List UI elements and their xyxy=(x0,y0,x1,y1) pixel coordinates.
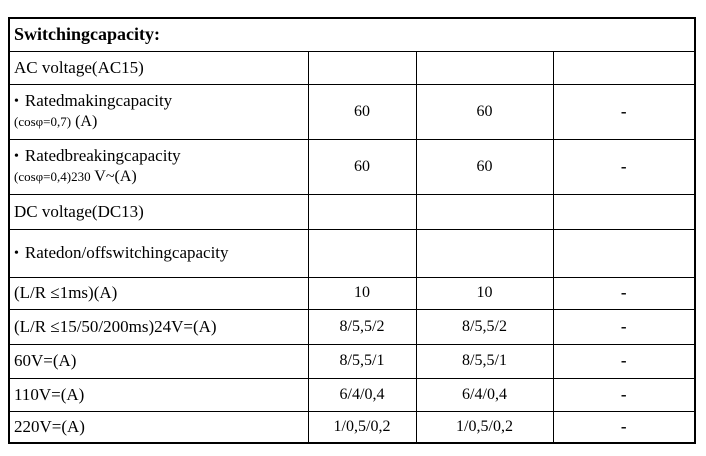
row-label: 60V=(A) xyxy=(14,350,307,371)
row-label: (L/R ≤1ms)(A) xyxy=(14,282,307,303)
value-cell: 8/5,5/2 xyxy=(415,308,554,345)
table-row: • Ratedon/offswitchingcapacity xyxy=(8,228,696,278)
row-label-text: (L/R ≤1ms)(A) xyxy=(14,283,118,303)
row-label-text: Ratedmakingcapacity xyxy=(24,91,173,111)
row-label-cell: • Ratedmakingcapacity (cosφ=0,7) (A) xyxy=(8,83,309,140)
row-sublabel-condition: (cosφ=0,7) xyxy=(14,113,72,129)
value-cell: 60 xyxy=(307,138,417,195)
table-row: • Ratedbreakingcapacity (cosφ=0,4)230 V~(A… xyxy=(8,138,696,195)
row-label-cell: AC voltage(AC15) xyxy=(8,50,309,85)
table-row: 60V=(A) 8/5,5/1 8/5,5/1- xyxy=(8,343,696,379)
bullet-icon: • xyxy=(14,94,19,110)
value-cell-empty xyxy=(307,228,417,278)
value-cell: 60 xyxy=(307,83,417,140)
row-label: (L/R ≤15/50/200ms)24V=(A) xyxy=(14,316,307,337)
bullet-icon: • xyxy=(14,246,19,262)
table-row: AC voltage(AC15) xyxy=(8,50,696,85)
row-label: • Ratedon/offswitchingcapacity xyxy=(14,242,307,263)
row-label-cell: (L/R ≤1ms)(A) xyxy=(8,276,309,310)
value-cell-empty xyxy=(552,193,696,230)
value-cell: 60 xyxy=(415,83,554,140)
table-row: • Ratedmakingcapacity (cosφ=0,7) (A) 60 60- xyxy=(8,83,696,140)
value-cell: 60 xyxy=(415,138,554,195)
row-label: 110V=(A) xyxy=(14,384,307,405)
row-label: DC voltage(DC13) xyxy=(14,201,307,222)
value-cell-empty xyxy=(307,193,417,230)
value-cell: - xyxy=(552,138,696,195)
table-title: Switchingcapacity: xyxy=(8,17,696,52)
row-label-text: (L/R ≤15/50/200ms)24V=(A) xyxy=(14,316,217,336)
row-label-text: DC voltage(DC13) xyxy=(14,201,144,221)
value-cell-empty xyxy=(415,193,554,230)
value-cell: 6/4/0,4 xyxy=(415,377,554,412)
row-label-cell: DC voltage(DC13) xyxy=(8,193,309,230)
value-cell: 1/0,5/0,2 xyxy=(307,410,417,444)
value-cell: 1/0,5/0,2 xyxy=(415,410,554,444)
row-label-cell: • Ratedon/offswitchingcapacity xyxy=(8,228,309,278)
value-cell-empty xyxy=(552,228,696,278)
value-cell: 8/5,5/1 xyxy=(415,343,554,379)
row-label-text: AC voltage(AC15) xyxy=(14,57,144,77)
row-sublabel-condition: (cosφ=0,4)230 xyxy=(14,168,91,184)
value-cell: 10 xyxy=(415,276,554,310)
row-label-cell: • Ratedbreakingcapacity (cosφ=0,4)230 V~(A… xyxy=(8,138,309,195)
table-row: (L/R ≤15/50/200ms)24V=(A) 8/5,5/2 8/5,5/2- xyxy=(8,308,696,345)
row-label: AC voltage(AC15) xyxy=(14,57,307,78)
row-label-cell: 60V=(A) xyxy=(8,343,309,379)
value-cell: - xyxy=(552,343,696,379)
row-label-cell: (L/R ≤15/50/200ms)24V=(A) xyxy=(8,308,309,345)
row-label-cell: 220V=(A) xyxy=(8,410,309,444)
table-title-row: Switchingcapacity: xyxy=(8,17,696,52)
row-label-text: Ratedbreakingcapacity xyxy=(24,146,181,166)
table-row: 220V=(A) 1/0,5/0,2 1/0,5/0,2- xyxy=(8,410,696,444)
row-label: • Ratedbreakingcapacity xyxy=(14,145,307,166)
value-cell: 10 xyxy=(307,276,417,310)
row-sublabel-unit: (A) xyxy=(71,112,98,130)
table-row: 110V=(A) 6/4/0,4 6/4/0,4- xyxy=(8,377,696,412)
table-row: (L/R ≤1ms)(A) 10 10- xyxy=(8,276,696,310)
value-cell: - xyxy=(552,276,696,310)
value-cell: - xyxy=(552,377,696,412)
table-row: DC voltage(DC13) xyxy=(8,193,696,230)
row-sublabel: (cosφ=0,4)230 V~(A) xyxy=(14,167,307,188)
value-cell-empty xyxy=(415,50,554,85)
row-label-text: 220V=(A) xyxy=(14,417,85,437)
value-cell: 8/5,5/2 xyxy=(307,308,417,345)
row-label: • Ratedmakingcapacity xyxy=(14,90,307,111)
value-cell: - xyxy=(552,83,696,140)
value-cell-empty xyxy=(307,50,417,85)
row-label: 220V=(A) xyxy=(14,416,307,437)
row-label-text: 110V=(A) xyxy=(14,384,85,404)
value-cell: 6/4/0,4 xyxy=(307,377,417,412)
value-cell-empty xyxy=(415,228,554,278)
value-cell: - xyxy=(552,308,696,345)
switching-capacity-table: Switchingcapacity: AC voltage(AC15) • Rate… xyxy=(8,17,696,444)
row-sublabel-unit: V~(A) xyxy=(90,167,137,185)
value-cell: 8/5,5/1 xyxy=(307,343,417,379)
row-sublabel: (cosφ=0,7) (A) xyxy=(14,112,307,133)
value-cell-empty xyxy=(552,50,696,85)
row-label-text: Ratedon/offswitchingcapacity xyxy=(24,243,229,263)
value-cell: - xyxy=(552,410,696,444)
row-label-text: 60V=(A) xyxy=(14,351,77,371)
spec-table-body: Switchingcapacity: AC voltage(AC15) • Rate… xyxy=(8,17,696,444)
bullet-icon: • xyxy=(14,149,19,165)
row-label-cell: 110V=(A) xyxy=(8,377,309,412)
